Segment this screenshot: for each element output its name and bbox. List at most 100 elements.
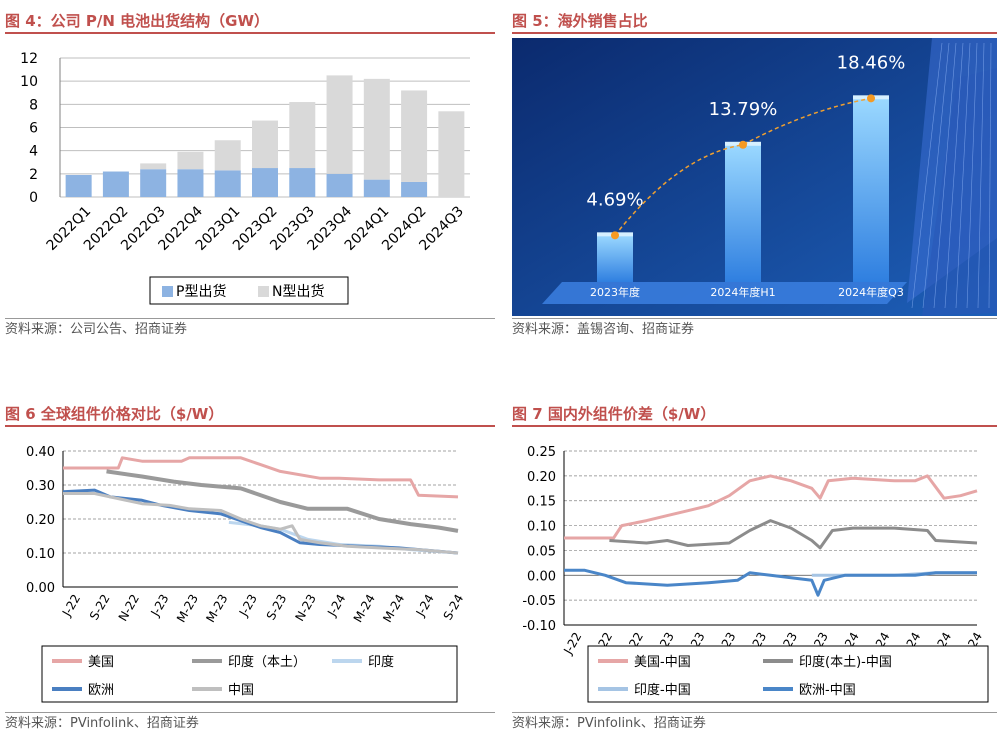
series-line-欧洲-中国 bbox=[564, 568, 977, 597]
figure-6-chart: 0.000.100.200.300.40J-22 S-22 N-22 J-23 M-23… bbox=[26, 445, 467, 703]
solar-panel-gridline bbox=[911, 42, 943, 309]
data-label: 13.79% bbox=[709, 99, 778, 120]
figure-6-title: 图 6 全球组件价格对比（$/W） bbox=[5, 403, 495, 427]
legend-label: N型出货 bbox=[272, 283, 324, 300]
legend-label: P型出货 bbox=[176, 283, 226, 300]
y-tick-label: 4 bbox=[29, 144, 38, 160]
x-category-label: 2024年度H1 bbox=[710, 285, 775, 299]
x-tick-label: M-24 bbox=[380, 592, 407, 625]
bar-2023Q4-N型出货 bbox=[326, 75, 353, 174]
bar-2023Q2-P型出货 bbox=[252, 168, 278, 197]
legend-label: 中国 bbox=[228, 683, 254, 698]
x-tick-label: J-22 bbox=[560, 630, 584, 658]
figure-5-source: 资料来源：盖锡咨询、招商证券 bbox=[512, 318, 997, 341]
data-label: 4.69% bbox=[586, 189, 643, 210]
platform-base bbox=[542, 282, 907, 304]
bar-2024Q1-P型出货 bbox=[363, 179, 390, 197]
legend-label: 美国 bbox=[88, 655, 114, 670]
x-tick-label: J-23 bbox=[148, 592, 172, 620]
y-tick-label: -0.10 bbox=[522, 619, 556, 634]
legend-label: 美国-中国 bbox=[634, 655, 691, 670]
x-category-label: 2023年度 bbox=[590, 285, 640, 299]
bar-2022Q3-N型出货 bbox=[140, 163, 167, 170]
solar-panel-gridline bbox=[977, 42, 985, 309]
trend-point bbox=[867, 94, 875, 103]
y-tick-label: 0.30 bbox=[26, 479, 55, 494]
x-tick-label: M-23 bbox=[203, 592, 230, 625]
x-tick-label: M-23 bbox=[174, 592, 201, 625]
bar-2023Q4-P型出货 bbox=[326, 173, 353, 197]
y-tick-label: 8 bbox=[29, 97, 38, 113]
y-tick-label: 10 bbox=[20, 74, 38, 90]
bar-2023Q3-N型出货 bbox=[289, 102, 316, 169]
bar-2022Q3-P型出货 bbox=[140, 169, 167, 197]
series-line-中国 bbox=[63, 492, 459, 555]
bar-2022Q1-P型出货 bbox=[65, 174, 92, 197]
solar-panel-gridline bbox=[944, 42, 964, 309]
legend-swatch-P型出货 bbox=[162, 286, 173, 297]
figure-4-chart: 0246810122022Q12022Q22022Q32022Q42023Q12… bbox=[20, 51, 470, 305]
legend-label: 印度-中国 bbox=[634, 682, 691, 698]
x-tick-label: S-24 bbox=[441, 592, 467, 623]
y-tick-label: 0.00 bbox=[527, 569, 556, 584]
bar-2024年度H1 bbox=[725, 144, 761, 282]
solar-panel-gridline bbox=[966, 42, 978, 309]
y-tick-label: 0.40 bbox=[26, 445, 55, 460]
figure-4-title: 图 4：公司 P/N 电池出货结构（GW） bbox=[5, 10, 495, 34]
bar-2024Q3-N型出货 bbox=[438, 111, 465, 197]
legend-label: 印度(本土)-中国 bbox=[799, 654, 892, 670]
x-tick-label: J-24 bbox=[324, 592, 348, 620]
y-tick-label: 12 bbox=[20, 51, 38, 67]
legend-label: 欧洲 bbox=[88, 683, 114, 698]
x-tick-label: M-24 bbox=[351, 592, 378, 625]
bar-2024Q2-P型出货 bbox=[401, 181, 428, 197]
series-line-美国-中国 bbox=[564, 474, 978, 540]
legend-label: 印度（本土） bbox=[228, 654, 306, 670]
y-tick-label: 0.10 bbox=[26, 547, 55, 562]
series-line-美国 bbox=[63, 456, 459, 499]
bar-2022Q4-N型出货 bbox=[177, 151, 204, 170]
series-line-印度（本土） bbox=[106, 469, 459, 533]
y-tick-label: 0.05 bbox=[527, 544, 556, 559]
bar-2023Q2-N型出货 bbox=[252, 120, 278, 169]
solar-panel-decor bbox=[922, 68, 997, 316]
bar-2024Q1-N型出货 bbox=[363, 78, 390, 180]
bar-2024年度Q3 bbox=[853, 98, 889, 282]
figure-5-chart: 4.69% 2023年度 13.79% 2024年度H1 18.46% 2024年度Q3 bbox=[512, 38, 997, 316]
legend-box bbox=[587, 645, 989, 703]
figure-5-title: 图 5：海外销售占比 bbox=[512, 10, 997, 34]
solar-panel-gridline bbox=[922, 42, 950, 309]
bar-2024Q2-N型出货 bbox=[401, 90, 428, 182]
x-tick-label: S-23 bbox=[264, 592, 290, 623]
x-tick-label: J-24 bbox=[413, 592, 437, 620]
y-tick-label: 0.10 bbox=[527, 520, 556, 535]
x-tick-label: N-22 bbox=[116, 592, 142, 624]
figure-6-source: 资料来源：PVinfolink、招商证券 bbox=[5, 712, 495, 735]
x-tick-label: J-23 bbox=[236, 592, 260, 620]
y-tick-label: 0.20 bbox=[527, 470, 556, 485]
solar-panel-gridline bbox=[988, 42, 992, 309]
y-tick-label: 0 bbox=[29, 190, 38, 206]
y-tick-label: 0.15 bbox=[527, 495, 556, 510]
y-tick-label: 0.20 bbox=[26, 513, 55, 528]
bar-2022Q2-P型出货 bbox=[102, 171, 129, 197]
x-tick-label: J-22 bbox=[59, 592, 83, 620]
legend-box bbox=[149, 276, 349, 305]
bar-2022Q4-P型出货 bbox=[177, 169, 204, 197]
bar-2023Q1-P型出货 bbox=[214, 170, 241, 197]
bar-2023Q3-P型出货 bbox=[289, 168, 316, 197]
y-tick-label: -0.05 bbox=[522, 594, 556, 609]
legend-label: 印度 bbox=[368, 654, 394, 670]
legend-label: 欧洲-中国 bbox=[799, 683, 856, 698]
x-tick-label: S-22 bbox=[87, 592, 113, 623]
figure-7-title: 图 7 国内外组件价差（$/W） bbox=[512, 403, 997, 427]
y-tick-label: 2 bbox=[29, 167, 38, 183]
trend-point bbox=[611, 231, 619, 240]
x-category-label: 2024年度Q3 bbox=[838, 285, 904, 299]
y-tick-label: 0.00 bbox=[26, 581, 55, 596]
y-tick-label: 0.25 bbox=[527, 445, 556, 460]
bar-2023Q1-N型出货 bbox=[214, 140, 241, 171]
legend-swatch-N型出货 bbox=[258, 286, 269, 297]
trend-dashed-curve bbox=[614, 97, 872, 236]
legend-box bbox=[41, 645, 458, 703]
